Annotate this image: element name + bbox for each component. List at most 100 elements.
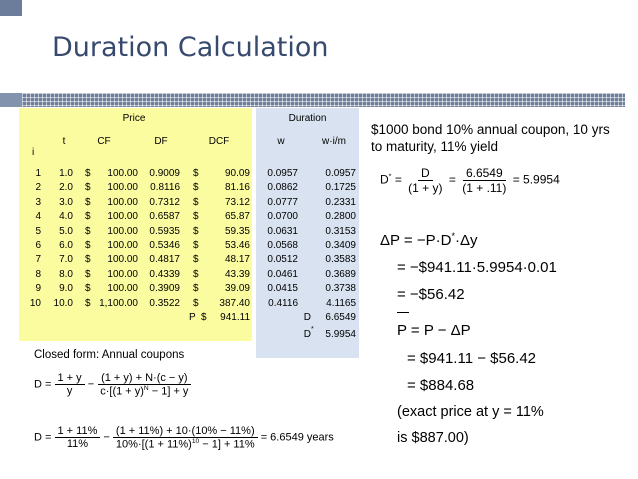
cell-wim: 0.3153	[325, 225, 356, 237]
cell-t: 10.0	[53, 297, 73, 309]
cell-t: 3.0	[59, 196, 73, 208]
cell-t: 5.0	[59, 225, 73, 237]
eq2-minus: −	[103, 431, 110, 444]
cell-i: 7	[35, 254, 41, 266]
cell-dcf: 90.09	[224, 168, 250, 179]
cell-cf: 100.00	[107, 240, 138, 251]
currency-symbol: $	[193, 254, 199, 266]
eq2-term2-den-b: − 1] + 11%	[199, 438, 255, 451]
closed-form-label: Closed form: Annual coupons	[34, 349, 185, 361]
dstar-result: = 5.9954	[512, 172, 560, 187]
cell-cf: 100.00	[107, 196, 138, 208]
cell-wim: 0.2331	[325, 196, 356, 208]
cell-i: 3	[35, 196, 41, 208]
group-header-price: Price	[122, 113, 146, 124]
cell-i: 8	[35, 268, 41, 280]
price-currency: $	[201, 312, 207, 323]
cell-wim: 4.1165	[326, 297, 356, 309]
cell-w: 0.0568	[267, 240, 298, 251]
eq2-term2-den-a: 10%·[(1 + 11%)	[115, 438, 192, 451]
mod-duration-value: 5.9954	[325, 329, 356, 340]
new-price-line3: = $884.68	[407, 377, 475, 394]
cell-i: 9	[35, 283, 41, 295]
currency-symbol: $	[85, 182, 91, 194]
cell-cf: 100.00	[107, 182, 138, 194]
col-header-df: DF	[154, 136, 168, 147]
price-change-line1: ΔP = −P·D*·Δy	[380, 231, 477, 249]
title-rule-block	[0, 93, 22, 107]
eq2-term1: 1 + 11% 11%	[54, 425, 101, 450]
dstar-frac1-den: (1 + y)	[408, 181, 443, 195]
cell-wim: 0.2800	[325, 211, 356, 223]
slide-title: Duration Calculation	[52, 32, 329, 63]
dstar-frac2: 6.6549 (1 + .11)	[459, 166, 509, 195]
cell-dcf: 43.39	[224, 268, 250, 280]
cell-cf: 100.00	[107, 225, 138, 237]
cell-t: 6.0	[59, 240, 73, 251]
cell-w: 0.0700	[267, 211, 298, 223]
currency-symbol: $	[193, 240, 199, 251]
dstar-lhs: D	[380, 172, 389, 187]
currency-symbol: $	[85, 297, 91, 309]
cell-w: 0.0777	[267, 196, 298, 208]
cell-dcf: 73.12	[224, 196, 250, 208]
exact-price-line1: (exact price at y = 11%	[397, 404, 544, 420]
cell-t: 1.0	[59, 168, 73, 179]
currency-symbol: $	[193, 182, 199, 194]
currency-symbol: $	[85, 211, 91, 223]
dstar-frac2-den: (1 + .11)	[462, 181, 507, 195]
col-header-t: t	[62, 136, 66, 147]
cell-df: 0.3522	[149, 297, 180, 309]
cell-t: 8.0	[59, 268, 73, 280]
cell-dcf: 59.35	[224, 225, 250, 237]
cell-df: 0.5346	[149, 240, 180, 251]
dstar-frac2-num: 6.6549	[462, 166, 506, 181]
cell-cf: 100.00	[107, 168, 138, 179]
cell-t: 4.0	[59, 211, 73, 223]
eq1-term2-num: (1 + y) + N·(c − y)	[98, 372, 191, 385]
price-change-line3: = −$56.42	[397, 286, 465, 303]
currency-symbol: $	[193, 283, 199, 295]
cell-df: 0.4817	[149, 254, 180, 266]
cell-cf: 100.00	[107, 268, 138, 280]
p-bar-overline	[397, 312, 409, 313]
modified-duration-equation: D* = D (1 + y) = 6.6549 (1 + .11) = 5.99…	[380, 166, 560, 195]
currency-symbol: $	[85, 240, 91, 251]
cell-wim: 0.3689	[325, 268, 356, 280]
eq1-term2-den-a: c·[(1 + y)	[100, 385, 144, 398]
currency-symbol: $	[193, 211, 199, 223]
eq2-term2: (1 + 11%) + 10·(10% − 11%) 10%·[(1 + 11%…	[112, 425, 258, 451]
currency-symbol: $	[193, 196, 199, 208]
duration-section-bg	[256, 108, 359, 358]
cell-i: 4	[35, 211, 41, 223]
eq2-result: = 6.6549 years	[260, 431, 334, 444]
exact-price-line2: is $887.00)	[397, 430, 469, 446]
cell-df: 0.6587	[149, 211, 180, 223]
cell-cf: 1,100.00	[99, 297, 138, 309]
cell-wim: 0.0957	[325, 168, 356, 179]
dp-line1-a: ΔP = −P·D	[380, 232, 452, 249]
eq2-term2-den: 10%·[(1 + 11%)10 − 1] + 11%	[113, 438, 258, 451]
dp-line1-b: ·Δy	[454, 232, 478, 249]
cell-df: 0.7312	[149, 196, 180, 208]
title-rule-grid	[22, 93, 625, 107]
cell-w: 0.0461	[267, 268, 298, 280]
new-price-line1: P = P − ΔP	[397, 322, 471, 339]
eq1-term2-den-b: − 1] + y	[148, 385, 189, 398]
eq2-term2-num: (1 + 11%) + 10·(10% − 11%)	[112, 425, 258, 438]
eq1-term2-den-exp: N	[143, 385, 149, 392]
cell-cf: 100.00	[107, 283, 138, 295]
duration-table: Price Duration i t CF DF DCF w w·i/m 1 1.…	[19, 108, 359, 358]
cell-i: 10	[29, 297, 41, 309]
eq2-term2-den-exp: 10	[191, 438, 200, 445]
eq2-term1-num: 1 + 11%	[54, 425, 101, 439]
dstar-frac1: D (1 + y)	[405, 166, 445, 195]
currency-symbol: $	[193, 225, 199, 237]
cell-df: 0.9009	[149, 168, 180, 179]
cell-dcf: 387.40	[219, 297, 250, 309]
eq1-term1-num: 1 + y	[54, 372, 85, 386]
currency-symbol: $	[85, 268, 91, 280]
cell-i: 1	[35, 168, 41, 179]
dp-line1-star: *	[451, 231, 455, 241]
cell-dcf: 65.87	[224, 211, 250, 223]
